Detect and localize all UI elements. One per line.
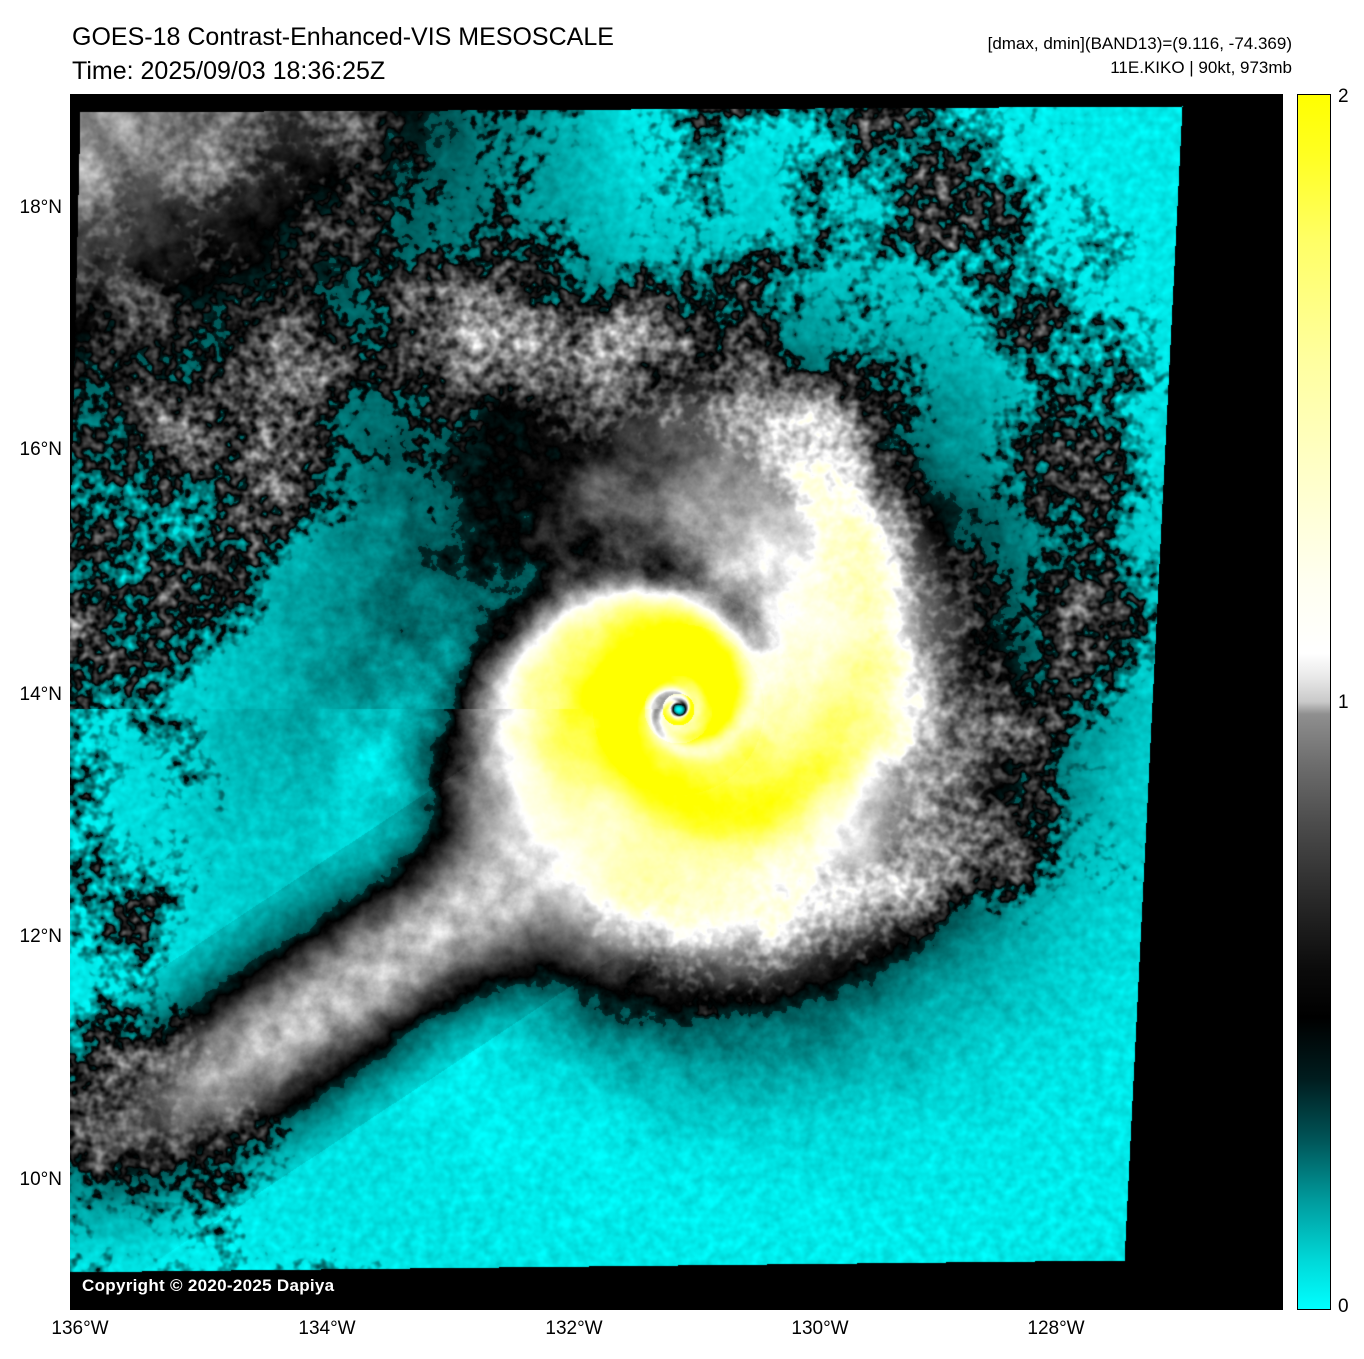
colorbar-tick-0: 0 — [1338, 1296, 1349, 1317]
storm-annotation: 11E.KIKO | 90kt, 973mb — [1110, 58, 1292, 77]
satellite-imagery-canvas — [70, 94, 1283, 1310]
product-title: GOES-18 Contrast-Enhanced-VIS MESOSCALE — [72, 23, 614, 51]
satellite-image-plot: Copyright © 2020-2025 Dapiya — [70, 94, 1283, 1310]
xtick-label-2: 132°W — [545, 1318, 603, 1339]
xtick-label-3: 130°W — [791, 1318, 849, 1339]
xtick-label-1: 134°W — [298, 1318, 356, 1339]
ytick-label-2: 14°N — [19, 684, 62, 705]
xtick-label-0: 136°W — [51, 1318, 109, 1339]
figure-metadata: [dmax, dmin](BAND13)=(9.116, -74.369) 11… — [988, 32, 1292, 80]
copyright-notice: Copyright © 2020-2025 Dapiya — [82, 1276, 335, 1295]
figure-title: GOES-18 Contrast-Enhanced-VIS MESOSCALE … — [72, 20, 614, 88]
ytick-label-4: 10°N — [19, 1169, 62, 1190]
band-range-annotation: [dmax, dmin](BAND13)=(9.116, -74.369) — [987, 34, 1292, 53]
ytick-label-0: 18°N — [19, 197, 62, 218]
ytick-label-1: 16°N — [19, 439, 62, 460]
observation-time: Time: 2025/09/03 18:36:25Z — [72, 57, 386, 85]
colorbar-tick-2: 2 — [1338, 86, 1349, 107]
colorbar-tick-1: 1 — [1338, 692, 1349, 713]
ytick-label-3: 12°N — [19, 926, 62, 947]
colorbar — [1297, 94, 1331, 1310]
xtick-label-4: 128°W — [1027, 1318, 1085, 1339]
